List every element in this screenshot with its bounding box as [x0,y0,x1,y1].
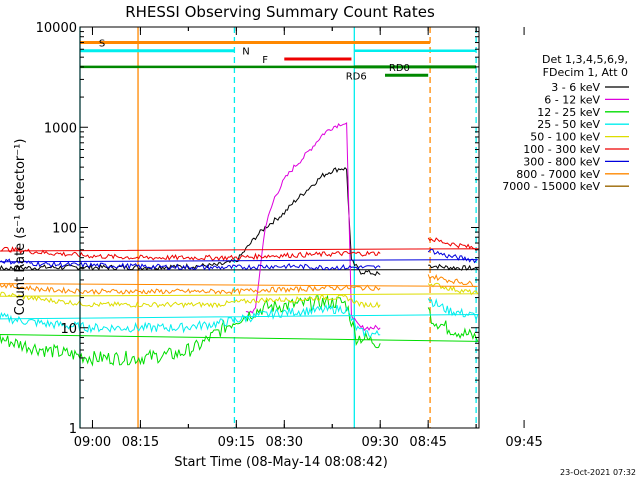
y-tick-label: 1000 [44,121,77,136]
legend: Det 1,3,4,5,6,9,FDecim 1, Att 0 3 - 6 keV… [502,53,629,193]
flag-label-n: N [242,47,249,58]
legend-label: 6 - 12 keV [544,93,600,106]
y-tick-label: 10 [60,322,77,337]
legend-label: 300 - 800 keV [523,155,600,168]
x-tick-label: 08:45 [409,435,446,450]
series-line-7 [0,274,478,296]
legend-label: 50 - 100 keV [530,131,600,144]
series-line-1 [245,122,381,332]
x-tick-label: 09:30 [361,435,398,450]
x-tick-label: 09:45 [505,435,542,450]
x-tick-label: 09:00 [74,435,111,450]
legend-label: 25 - 50 keV [537,118,600,131]
x-axis-label: Start Time (08-May-14 08:08:42) [174,455,388,470]
flag-label-s: S [99,39,105,50]
series-line-3 [0,297,479,338]
timestamp: 23-Oct-2021 07:32 [560,468,636,477]
plot-area [80,27,479,428]
legend-label: 7000 - 15000 keV [502,180,600,193]
chart-title: RHESSI Observing Summary Count Rates [125,3,435,21]
y-tick-label: 10000 [36,21,77,36]
series-line-5 [0,237,479,262]
legend-label: 12 - 25 keV [537,106,600,119]
legend-label: 3 - 6 keV [551,81,600,94]
flag-label-rd0: RD0 [389,63,410,74]
x-tick-label: 08:30 [266,435,303,450]
legend-label: 100 - 300 keV [523,143,600,156]
y-axis-label: Count Rate (s⁻¹ detector⁻¹) [13,139,28,316]
series-line-2 [0,294,479,367]
y-tick-label: 100 [52,222,77,237]
legend-label: 800 - 7000 keV [516,168,600,181]
legend-header: FDecim 1, Att 0 [543,66,628,79]
y-tick-label: 1 [69,422,77,437]
x-tick-label: 09:15 [218,435,255,450]
series-line-6 [0,248,478,271]
series-line-4 [0,282,479,309]
series-line-0 [0,167,479,277]
flag-label-f: F [262,55,268,66]
flag-label-rd6: RD6 [346,71,367,82]
legend-header: Det 1,3,4,5,6,9, [542,53,628,66]
x-tick-label: 08:15 [122,435,159,450]
